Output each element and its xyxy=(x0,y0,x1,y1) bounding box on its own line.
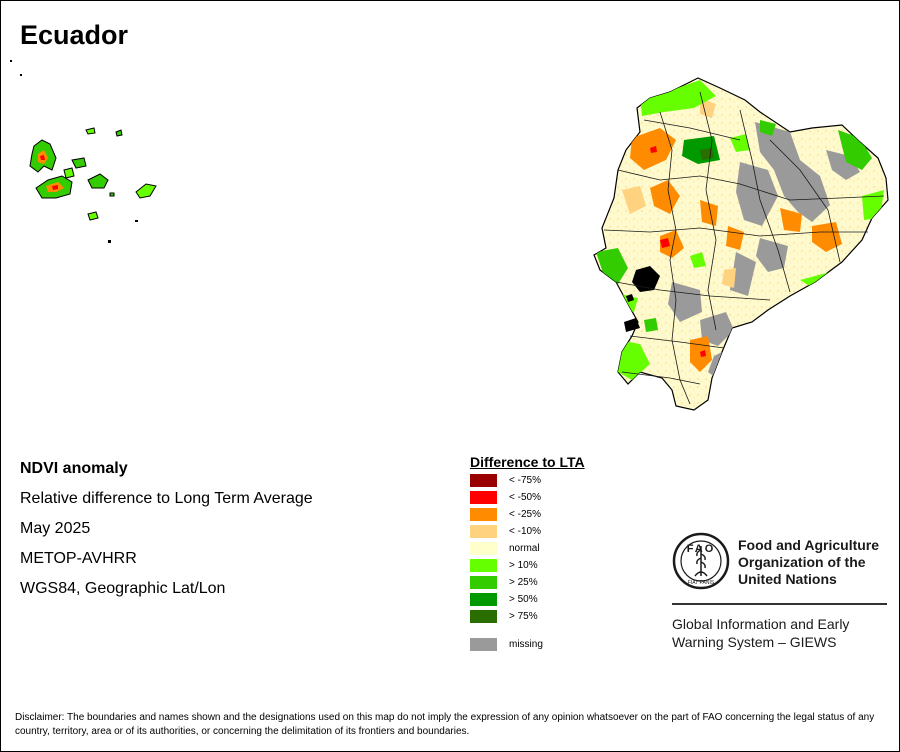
legend-item: missing xyxy=(470,638,670,654)
projection-info: WGS84, Geographic Lat/Lon xyxy=(20,580,226,597)
giews-line1: Global Information and Early xyxy=(672,616,850,632)
legend-item: > 50% xyxy=(470,593,670,609)
svg-text:FIAT PANIS: FIAT PANIS xyxy=(688,580,715,586)
legend-label: > 50% xyxy=(509,594,538,605)
legend-item: < -25% xyxy=(470,508,670,524)
legend-label: missing xyxy=(509,639,543,650)
legend-item: > 75% xyxy=(470,610,670,626)
legend-swatch xyxy=(470,576,497,589)
legend-label: < -10% xyxy=(509,526,541,537)
organization-name-line2: Organization of the xyxy=(738,554,866,570)
giews-name: Global Information and Early Warning Sys… xyxy=(672,615,849,651)
mainland-ecuador xyxy=(593,77,889,411)
disclaimer: Disclaimer: The boundaries and names sho… xyxy=(15,712,875,737)
galapagos-islands xyxy=(10,60,157,243)
legend-label: > 10% xyxy=(509,560,538,571)
legend-item: < -50% xyxy=(470,491,670,507)
legend-swatch xyxy=(470,525,497,538)
legend-swatch xyxy=(470,474,497,487)
legend-swatch xyxy=(470,638,497,651)
legend-item: < -75% xyxy=(470,474,670,490)
legend-label: < -25% xyxy=(509,509,541,520)
divider xyxy=(672,603,887,605)
map-title: Ecuador xyxy=(20,20,129,50)
fao-logo: FAO FIAT PANIS xyxy=(672,532,730,590)
legend-swatch xyxy=(470,593,497,606)
legend-item: < -10% xyxy=(470,525,670,541)
legend-title: Difference to LTA xyxy=(470,454,585,470)
legend-item: > 25% xyxy=(470,576,670,592)
legend-label: > 75% xyxy=(509,611,538,622)
legend-swatch xyxy=(470,610,497,623)
giews-line2: Warning System – GIEWS xyxy=(672,634,837,650)
product-description: Relative difference to Long Term Average xyxy=(20,490,313,507)
product-name: NDVI anomaly xyxy=(20,460,128,477)
legend-label: < -75% xyxy=(509,475,541,486)
legend-swatch xyxy=(470,491,497,504)
organization-name-line3: United Nations xyxy=(738,571,837,587)
legend-swatch xyxy=(470,559,497,572)
svg-text:FAO: FAO xyxy=(687,543,716,555)
legend-item: > 10% xyxy=(470,559,670,575)
legend-label: normal xyxy=(509,543,540,554)
organization-name: Food and Agriculture Organization of the… xyxy=(738,537,879,588)
legend-item: normal xyxy=(470,542,670,558)
legend-swatch xyxy=(470,542,497,555)
product-period: May 2025 xyxy=(20,520,91,537)
sensor-name: METOP-AVHRR xyxy=(20,550,137,567)
legend-label: < -50% xyxy=(509,492,541,503)
organization-name-line1: Food and Agriculture xyxy=(738,537,880,553)
legend-label: > 25% xyxy=(509,577,538,588)
ndvi-anomaly-map xyxy=(10,60,889,411)
legend-swatch xyxy=(470,508,497,521)
